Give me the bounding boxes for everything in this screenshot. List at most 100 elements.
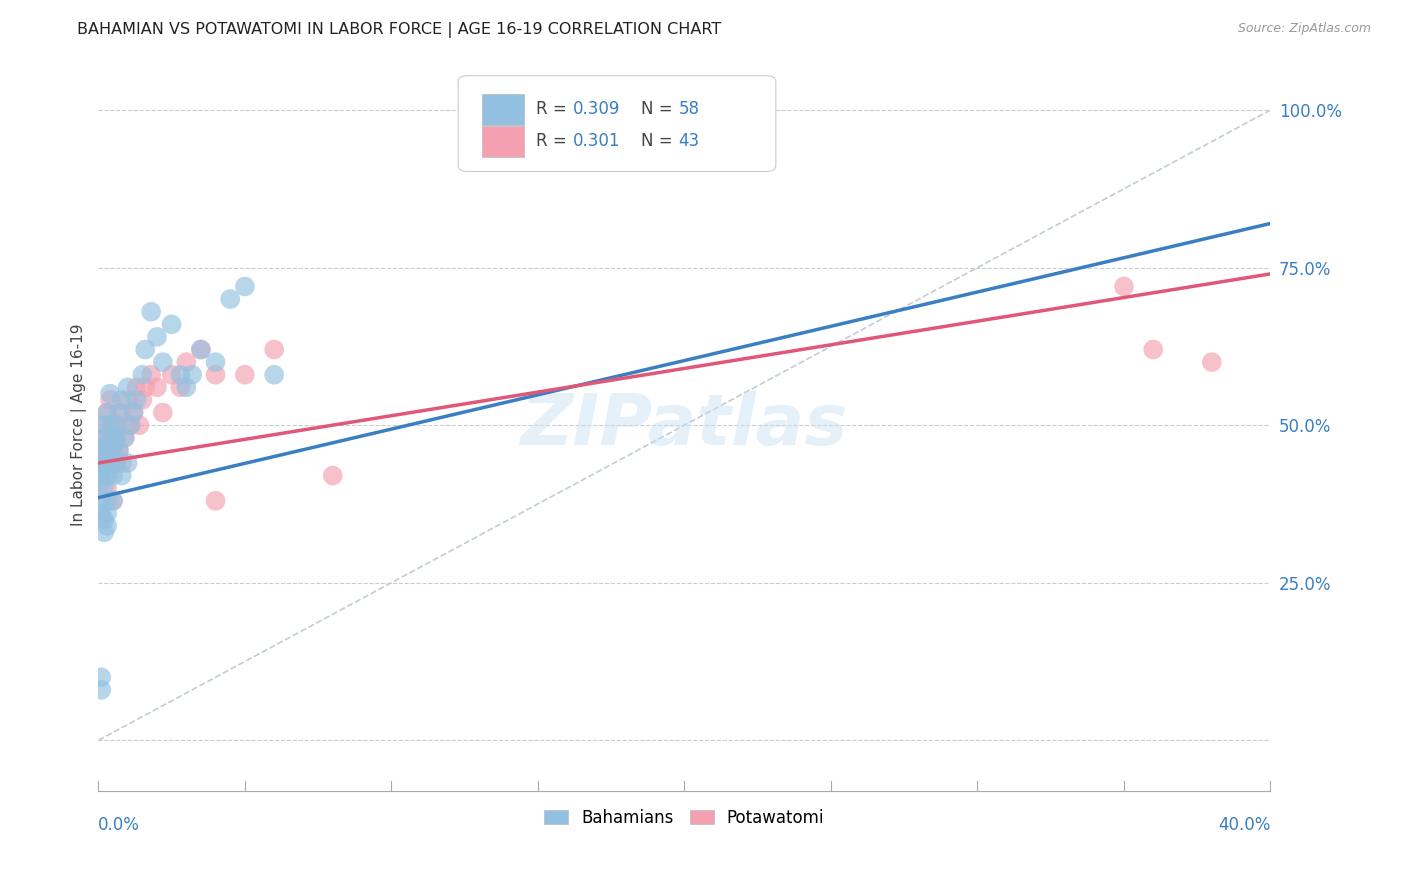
Point (93, 513, 115, 527)
Point (204, 355, 226, 369)
Point (101, 493, 124, 508)
Point (101, 468, 124, 483)
Point (93, 418, 115, 433)
FancyBboxPatch shape (482, 94, 524, 125)
Point (117, 392, 139, 407)
Point (233, 279, 256, 293)
Point (98, 418, 121, 433)
Point (233, 368, 256, 382)
Point (122, 406, 145, 420)
Point (104, 456, 127, 470)
Point (90, 468, 112, 483)
Text: BAHAMIAN VS POTAWATOMI IN LABOR FORCE | AGE 16-19 CORRELATION CHART: BAHAMIAN VS POTAWATOMI IN LABOR FORCE | … (77, 22, 721, 38)
Point (114, 431, 136, 445)
Point (93, 462, 115, 476)
Point (93, 431, 115, 445)
Point (190, 343, 212, 357)
Point (117, 456, 139, 470)
Point (90, 456, 112, 470)
Point (96, 481, 118, 495)
Point (174, 355, 197, 369)
Point (90, 456, 112, 470)
Point (93, 481, 115, 495)
Point (96, 519, 118, 533)
Text: Source: ZipAtlas.com: Source: ZipAtlas.com (1237, 22, 1371, 36)
Point (120, 418, 142, 433)
Text: 43: 43 (679, 133, 700, 151)
Point (139, 368, 162, 382)
Text: 58: 58 (679, 100, 700, 119)
Point (111, 468, 134, 483)
Point (169, 380, 191, 394)
Point (169, 368, 191, 382)
Point (152, 355, 174, 369)
Point (139, 304, 162, 318)
Point (96, 456, 118, 470)
Text: R =: R = (536, 100, 572, 119)
Point (125, 392, 148, 407)
Point (96, 406, 118, 420)
Point (96, 507, 118, 521)
Point (219, 292, 242, 306)
Point (1112, 279, 1135, 293)
Text: ZIPatlas: ZIPatlas (520, 391, 848, 459)
Point (96, 437, 118, 451)
Point (90, 475, 112, 489)
Text: N =: N = (641, 133, 678, 151)
Point (101, 443, 124, 458)
Point (104, 431, 127, 445)
Point (98, 392, 121, 407)
Text: 40.0%: 40.0% (1218, 816, 1271, 834)
Point (104, 418, 127, 433)
Point (114, 431, 136, 445)
Point (93, 468, 115, 483)
Point (125, 380, 148, 394)
Point (98, 386, 121, 401)
Point (152, 406, 174, 420)
Point (90, 443, 112, 458)
Point (204, 368, 226, 382)
Point (181, 368, 204, 382)
Point (1142, 343, 1164, 357)
Point (120, 418, 142, 433)
Point (108, 406, 131, 420)
Point (322, 468, 344, 483)
Point (111, 392, 134, 407)
Point (263, 368, 285, 382)
Point (101, 493, 124, 508)
Point (111, 406, 134, 420)
Point (128, 418, 150, 433)
Point (108, 443, 131, 458)
Point (90, 670, 112, 684)
Point (101, 418, 124, 433)
Point (98, 456, 121, 470)
Point (122, 406, 145, 420)
FancyBboxPatch shape (482, 126, 524, 157)
Point (104, 431, 127, 445)
Point (204, 493, 226, 508)
Point (146, 330, 169, 344)
Point (131, 368, 153, 382)
Point (108, 418, 131, 433)
Point (90, 462, 112, 476)
Point (108, 443, 131, 458)
Point (1201, 355, 1223, 369)
Point (96, 443, 118, 458)
Point (160, 368, 183, 382)
Text: R =: R = (536, 133, 572, 151)
Point (93, 418, 115, 433)
Point (104, 456, 127, 470)
Point (96, 406, 118, 420)
Point (90, 443, 112, 458)
Point (111, 456, 134, 470)
Point (98, 431, 121, 445)
Point (93, 431, 115, 445)
Text: N =: N = (641, 100, 678, 119)
Point (101, 443, 124, 458)
Point (90, 507, 112, 521)
Text: 0.301: 0.301 (574, 133, 620, 151)
Point (90, 493, 112, 508)
Point (93, 525, 115, 540)
Point (101, 431, 124, 445)
Y-axis label: In Labor Force | Age 16-19: In Labor Force | Age 16-19 (72, 324, 87, 526)
